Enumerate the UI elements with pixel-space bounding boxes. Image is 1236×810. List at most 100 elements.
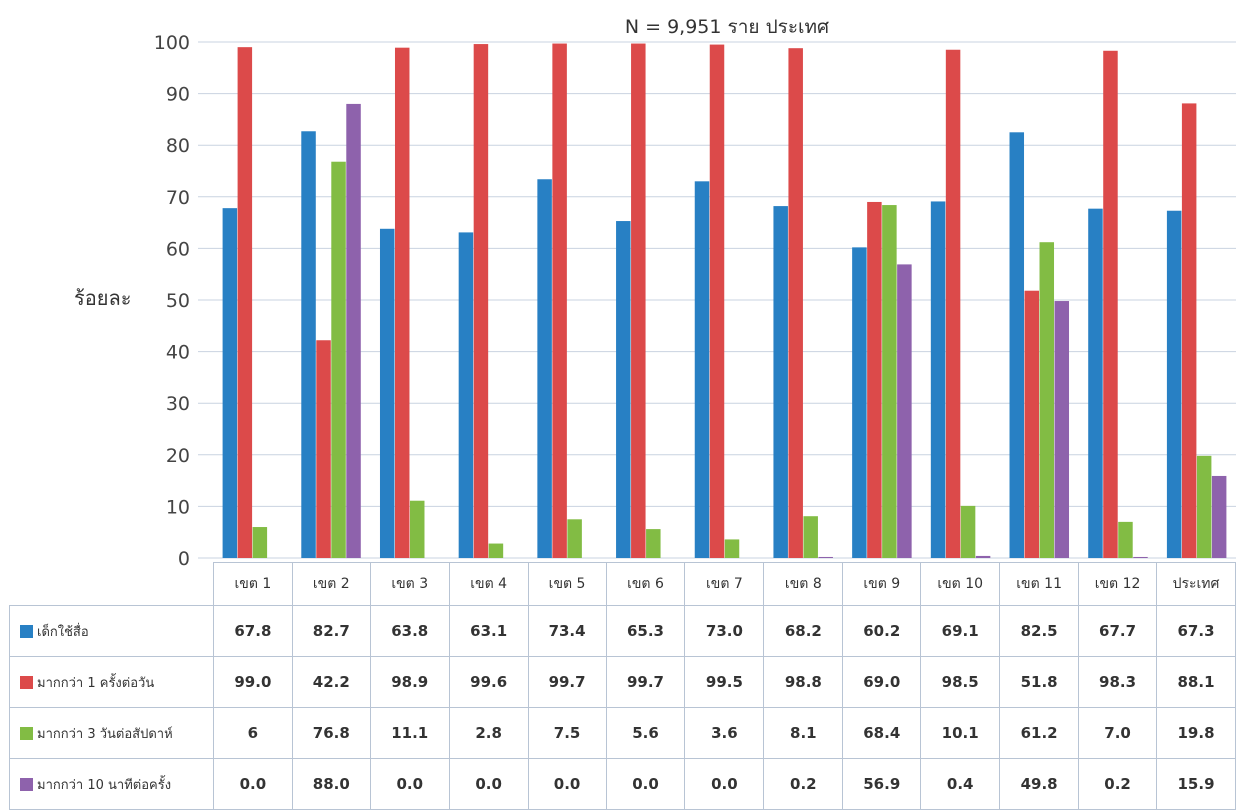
data-label: 0.0 — [448, 758, 529, 810]
data-label: 0.4 — [920, 758, 1001, 810]
bar — [945, 49, 961, 559]
category-label: เขต 7 — [684, 562, 765, 606]
legend-label: มากกว่า 3 วันต่อสัปดาห์ — [37, 726, 173, 742]
legend-swatch — [20, 777, 33, 791]
table-row: มากกว่า 3 วันต่อสัปดาห์ 6 76.8 11.1 2.8 7.5 5.… — [9, 707, 1236, 759]
data-label: 88.1 — [1156, 656, 1236, 708]
data-label: 68.4 — [842, 707, 922, 759]
data-label: 7.5 — [527, 707, 607, 759]
data-label: 0.0 — [684, 758, 765, 810]
bar — [379, 228, 395, 559]
bar — [458, 232, 474, 559]
data-label: 0.0 — [369, 758, 450, 810]
category-label: เขต 2 — [291, 562, 371, 606]
data-label: 68.2 — [763, 605, 844, 657]
bar-chart: N = 9,951 ราย ประเทศ ร้อยละ 010203040506… — [74, 16, 1236, 570]
data-label: 99.7 — [527, 656, 607, 708]
bar — [222, 208, 238, 559]
bar — [552, 43, 567, 559]
data-label: 56.9 — [842, 758, 922, 810]
category-label: เขต 4 — [448, 562, 529, 606]
bar — [788, 48, 803, 558]
category-label: เขต 6 — [605, 562, 686, 606]
table-row: เด็กใช้สื่อ 67.8 82.7 63.8 63.1 73.4 65.3 73.0 6… — [9, 605, 1236, 657]
bar — [301, 131, 316, 558]
bar — [409, 500, 425, 558]
bar — [1024, 290, 1040, 558]
y-tick-label: 70 — [166, 187, 190, 209]
data-label: 0.2 — [763, 758, 844, 810]
data-label: 99.6 — [448, 656, 529, 708]
data-label: 11.1 — [369, 707, 450, 759]
bar — [1103, 50, 1118, 558]
bar — [316, 340, 331, 558]
data-label: 98.8 — [763, 656, 844, 708]
bar — [1039, 242, 1055, 558]
data-label: 98.5 — [920, 656, 1001, 708]
data-label: 61.2 — [999, 707, 1080, 759]
bar — [1211, 475, 1227, 558]
bar — [960, 505, 976, 558]
bar — [1009, 132, 1025, 559]
legend-entry: มากกว่า 1 ครั้งต่อวัน — [9, 656, 214, 708]
data-label: 99.5 — [684, 656, 765, 708]
category-label: ประเทศ — [1156, 562, 1236, 606]
bar — [488, 543, 504, 558]
data-label: 3.6 — [684, 707, 765, 759]
y-tick-label: 40 — [166, 342, 190, 364]
bar — [1088, 208, 1103, 558]
chart-title: N = 9,951 ราย ประเทศ — [625, 16, 829, 38]
bar — [1118, 521, 1133, 558]
y-tick-label: 60 — [166, 238, 190, 260]
bar — [803, 516, 818, 558]
data-label: 63.8 — [369, 605, 450, 657]
category-label: เขต 8 — [763, 562, 844, 606]
y-tick-label: 10 — [166, 496, 190, 518]
y-tick-label: 90 — [166, 84, 190, 106]
y-tick-label: 30 — [166, 393, 190, 415]
bar — [646, 529, 661, 558]
bar — [709, 44, 725, 558]
data-label: 67.8 — [212, 605, 293, 657]
data-label: 2.8 — [448, 707, 529, 759]
bar — [1133, 556, 1148, 558]
bar — [1166, 210, 1182, 558]
data-label: 69.0 — [842, 656, 922, 708]
data-label: 8.1 — [763, 707, 844, 759]
bar — [252, 527, 268, 558]
y-tick-label: 20 — [166, 445, 190, 467]
data-label: 0.0 — [527, 758, 607, 810]
bar — [930, 201, 946, 558]
data-label: 98.9 — [369, 656, 450, 708]
bar — [537, 179, 552, 559]
legend-entry: เด็กใช้สื่อ — [9, 605, 214, 657]
data-label: 51.8 — [999, 656, 1080, 708]
data-label: 7.0 — [1078, 707, 1158, 759]
data-label: 69.1 — [920, 605, 1001, 657]
bar — [897, 264, 912, 558]
table-row: มากกว่า 1 ครั้งต่อวัน 99.0 42.2 98.9 99.6 99.… — [9, 656, 1236, 708]
data-label: 5.6 — [605, 707, 686, 759]
legend-swatch — [20, 726, 33, 740]
y-tick-label: 80 — [166, 135, 190, 157]
y-tick-label: 50 — [166, 290, 190, 312]
bar — [237, 47, 253, 558]
data-label: 99.0 — [212, 656, 293, 708]
data-label: 19.8 — [1156, 707, 1236, 759]
data-label: 99.7 — [605, 656, 686, 708]
bar — [1054, 301, 1070, 558]
y-tick-label: 100 — [154, 32, 190, 54]
data-label: 0.0 — [212, 758, 293, 810]
bar — [694, 181, 710, 558]
data-label: 10.1 — [920, 707, 1001, 759]
bar — [852, 247, 867, 559]
data-label: 63.1 — [448, 605, 529, 657]
table-corner — [9, 562, 214, 606]
data-label: 98.3 — [1078, 656, 1158, 708]
data-label: 73.4 — [527, 605, 607, 657]
bar — [567, 519, 582, 558]
bar — [1196, 455, 1212, 558]
bar — [773, 206, 788, 558]
data-label: 49.8 — [999, 758, 1080, 810]
